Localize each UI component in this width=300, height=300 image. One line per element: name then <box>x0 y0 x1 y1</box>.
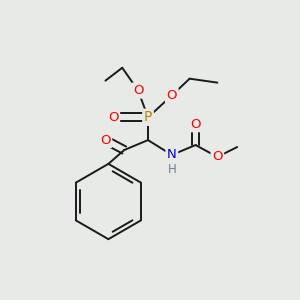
Text: O: O <box>133 84 143 97</box>
Text: H: H <box>167 163 176 176</box>
Text: O: O <box>190 118 201 131</box>
Text: P: P <box>144 110 152 124</box>
Text: O: O <box>167 89 177 102</box>
Text: O: O <box>212 150 223 164</box>
Text: O: O <box>108 111 119 124</box>
Text: N: N <box>167 148 177 161</box>
Text: O: O <box>100 134 111 147</box>
